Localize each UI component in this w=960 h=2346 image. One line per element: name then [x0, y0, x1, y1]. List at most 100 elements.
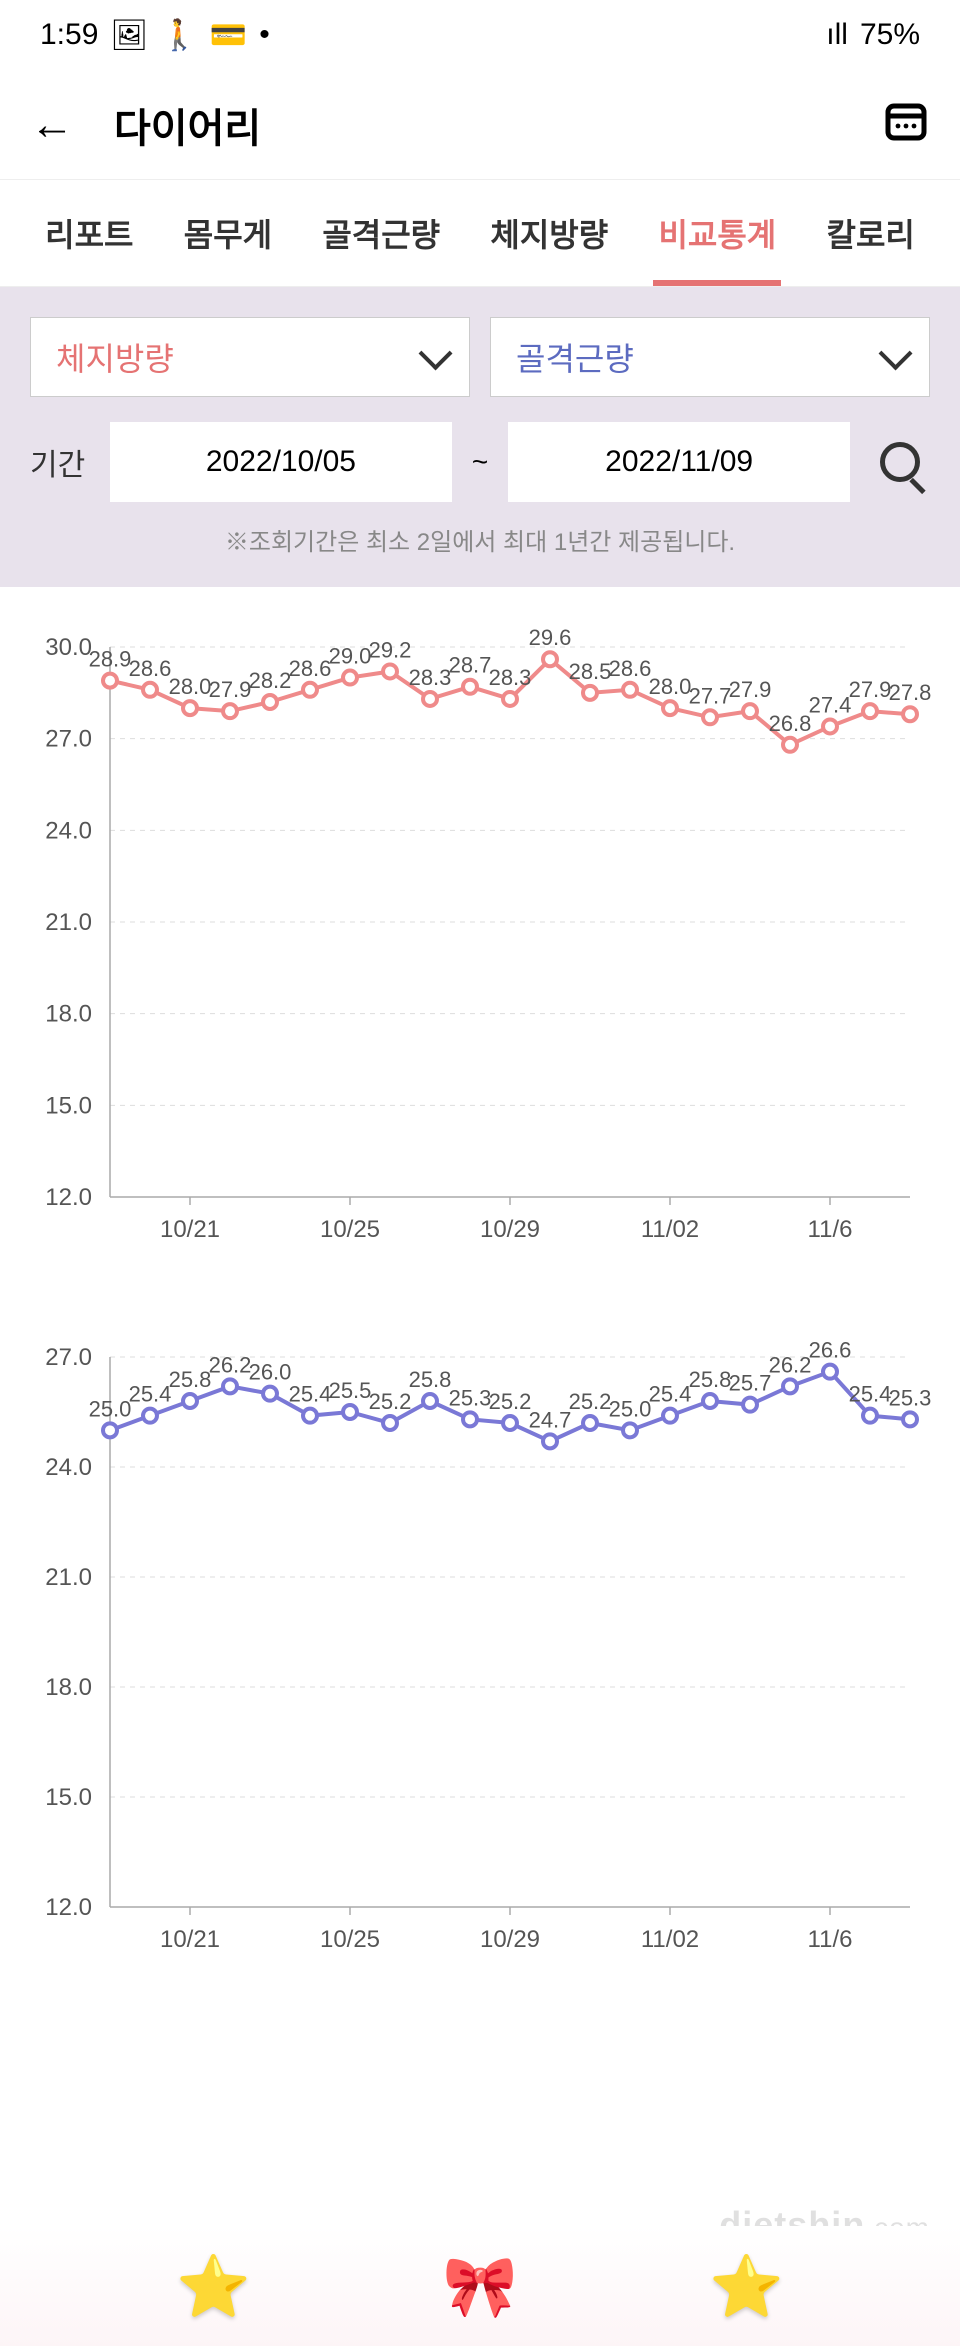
- tab-fat[interactable]: 체지방량: [490, 210, 608, 286]
- svg-text:24.0: 24.0: [45, 1454, 92, 1481]
- chart1: 30.0 27.0 24.0 21.0 18.0 15.0 12.0 10/21 10/25 10…: [30, 627, 930, 1277]
- svg-text:11/6: 11/6: [808, 1926, 853, 1953]
- svg-text:28.0: 28.0: [169, 674, 212, 699]
- app-header: ← 다이어리: [0, 70, 960, 180]
- svg-text:28.9: 28.9: [89, 647, 132, 672]
- svg-text:25.4: 25.4: [289, 1382, 332, 1407]
- svg-text:25.2: 25.2: [489, 1389, 532, 1414]
- metric1-label: 체지방량: [56, 334, 174, 380]
- calendar-button[interactable]: [882, 96, 930, 154]
- svg-text:28.6: 28.6: [129, 656, 172, 681]
- svg-text:25.2: 25.2: [569, 1389, 612, 1414]
- svg-text:28.5: 28.5: [569, 659, 612, 684]
- svg-text:26.6: 26.6: [809, 1338, 852, 1363]
- filter-note: ※조회기간은 최소 2일에서 최대 1년간 제공됩니다.: [30, 522, 930, 557]
- svg-text:11/02: 11/02: [641, 1926, 699, 1953]
- svg-text:28.2: 28.2: [249, 668, 292, 693]
- svg-text:10/21: 10/21: [160, 1216, 220, 1243]
- metric1-dropdown[interactable]: 체지방량: [30, 317, 470, 397]
- tab-calorie[interactable]: 칼로리: [827, 210, 915, 286]
- image-icon: 🖼: [110, 18, 148, 53]
- dot-icon: •: [259, 18, 270, 52]
- svg-text:28.0: 28.0: [649, 674, 692, 699]
- svg-text:15.0: 15.0: [45, 1092, 92, 1119]
- svg-text:26.2: 26.2: [209, 1352, 252, 1377]
- svg-text:27.9: 27.9: [849, 677, 892, 702]
- svg-text:25.3: 25.3: [449, 1385, 492, 1410]
- status-time: 1:59: [40, 18, 98, 52]
- signal-icon: ıll: [826, 18, 848, 52]
- bottom-bar: ⭐ 🎀 ⭐: [0, 2226, 960, 2346]
- svg-text:24.7: 24.7: [529, 1407, 572, 1432]
- date-from-input[interactable]: 2022/10/05: [110, 422, 452, 502]
- tab-muscle[interactable]: 골격근량: [322, 210, 440, 286]
- svg-text:25.7: 25.7: [729, 1371, 772, 1396]
- svg-text:30.0: 30.0: [45, 634, 92, 661]
- svg-text:28.3: 28.3: [409, 665, 452, 690]
- svg-text:12.0: 12.0: [45, 1894, 92, 1921]
- svg-text:25.4: 25.4: [849, 1382, 892, 1407]
- star-icon-left[interactable]: ⭐: [176, 2251, 251, 2322]
- svg-text:10/25: 10/25: [320, 1216, 380, 1243]
- svg-text:28.7: 28.7: [449, 653, 492, 678]
- svg-text:18.0: 18.0: [45, 1001, 92, 1028]
- tab-report[interactable]: 리포트: [45, 210, 133, 286]
- metric2-label: 골격근량: [516, 334, 634, 380]
- metric2-dropdown[interactable]: 골격근량: [490, 317, 930, 397]
- tab-weight[interactable]: 몸무게: [184, 210, 272, 286]
- svg-text:24.0: 24.0: [45, 817, 92, 844]
- svg-text:10/29: 10/29: [480, 1216, 540, 1243]
- svg-text:21.0: 21.0: [45, 1564, 92, 1591]
- chart2-container: 27.0 24.0 21.0 18.0 15.0 12.0 10/21 10/25 10/29 1…: [0, 1297, 960, 2007]
- svg-text:29.2: 29.2: [369, 637, 412, 662]
- svg-text:29.6: 29.6: [529, 625, 572, 650]
- svg-text:25.4: 25.4: [129, 1382, 172, 1407]
- period-label: 기간: [30, 440, 90, 484]
- svg-text:25.5: 25.5: [329, 1378, 372, 1403]
- svg-text:27.0: 27.0: [45, 1344, 92, 1371]
- svg-text:10/29: 10/29: [480, 1926, 540, 1953]
- svg-text:25.8: 25.8: [689, 1367, 732, 1392]
- svg-text:25.3: 25.3: [889, 1385, 932, 1410]
- svg-text:28.6: 28.6: [609, 656, 652, 681]
- walk-icon: 🚶: [160, 18, 197, 53]
- search-button[interactable]: [870, 432, 930, 492]
- svg-text:27.0: 27.0: [45, 726, 92, 753]
- svg-text:10/21: 10/21: [160, 1926, 220, 1953]
- svg-text:12.0: 12.0: [45, 1184, 92, 1211]
- tab-compare[interactable]: 비교통계: [658, 210, 776, 286]
- back-button[interactable]: ←: [30, 100, 74, 150]
- svg-text:15.0: 15.0: [45, 1784, 92, 1811]
- svg-text:25.4: 25.4: [649, 1382, 692, 1407]
- search-icon: [880, 442, 920, 482]
- page-title: 다이어리: [114, 96, 882, 154]
- svg-text:25.0: 25.0: [609, 1396, 652, 1421]
- tab-bar: 리포트 몸무게 골격근량 체지방량 비교통계 칼로리: [0, 180, 960, 287]
- svg-text:27.8: 27.8: [889, 680, 932, 705]
- svg-text:25.8: 25.8: [169, 1367, 212, 1392]
- svg-text:28.6: 28.6: [289, 656, 332, 681]
- svg-text:27.7: 27.7: [689, 683, 732, 708]
- svg-text:21.0: 21.0: [45, 909, 92, 936]
- date-to-input[interactable]: 2022/11/09: [508, 422, 850, 502]
- svg-text:29.0: 29.0: [329, 644, 372, 669]
- status-bar: 1:59 🖼 🚶 💳 • ıll 75%: [0, 0, 960, 70]
- svg-text:25.8: 25.8: [409, 1367, 452, 1392]
- svg-text:10/25: 10/25: [320, 1926, 380, 1953]
- svg-text:11/6: 11/6: [808, 1216, 853, 1243]
- svg-text:27.9: 27.9: [209, 677, 252, 702]
- chevron-down-icon: [880, 345, 904, 369]
- svg-text:26.0: 26.0: [249, 1360, 292, 1385]
- svg-text:11/02: 11/02: [641, 1216, 699, 1243]
- svg-text:28.3: 28.3: [489, 665, 532, 690]
- svg-text:26.2: 26.2: [769, 1352, 812, 1377]
- svg-text:25.2: 25.2: [369, 1389, 412, 1414]
- chart1-container: 30.0 27.0 24.0 21.0 18.0 15.0 12.0 10/21 10/25 10…: [0, 587, 960, 1297]
- star-icon-right[interactable]: ⭐: [709, 2251, 784, 2322]
- filter-section: 체지방량 골격근량 기간 2022/10/05 ~ 2022/11/09 ※조회…: [0, 287, 960, 587]
- date-separator: ~: [472, 446, 488, 478]
- svg-text:18.0: 18.0: [45, 1674, 92, 1701]
- bow-icon[interactable]: 🎀: [443, 2251, 518, 2322]
- chevron-down-icon: [420, 345, 444, 369]
- battery-label: 75%: [860, 18, 920, 52]
